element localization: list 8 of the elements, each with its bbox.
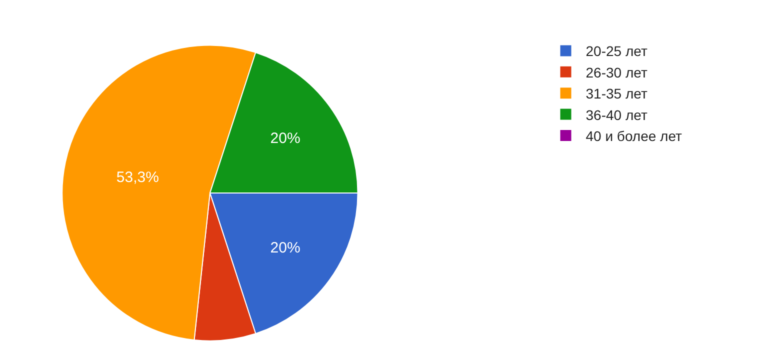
data-label: 53,3% bbox=[116, 169, 159, 186]
data-label: 20% bbox=[270, 239, 300, 256]
legend-label: 20-25 лет bbox=[586, 43, 648, 60]
legend-label: 26-30 лет bbox=[586, 64, 648, 80]
legend-label: 36-40 лет bbox=[586, 106, 648, 123]
data-label: 20% bbox=[270, 130, 300, 147]
legend-label: 31-35 лет bbox=[586, 86, 648, 102]
legend-label: 40 и более лет bbox=[586, 128, 683, 144]
